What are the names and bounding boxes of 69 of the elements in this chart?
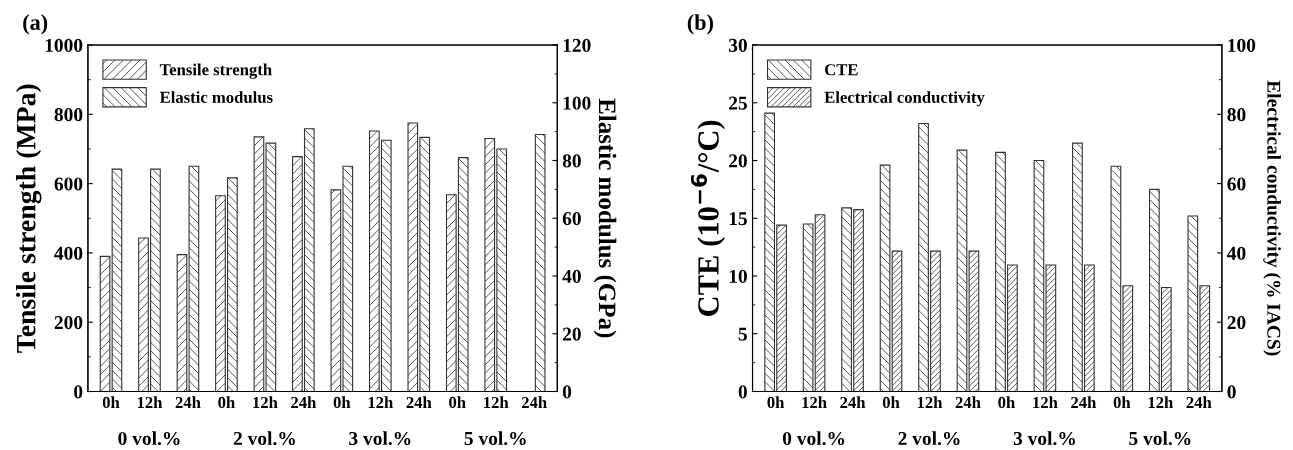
y-tick-label: 20 (729, 154, 747, 168)
y2-tick-label: 0 (1227, 385, 1236, 399)
y2-tick-label: 20 (1227, 316, 1246, 330)
y2-tick-label: 100 (563, 96, 591, 110)
x-tick-label: 12h (484, 396, 509, 408)
text: 5 vol.% (1129, 431, 1191, 446)
y-axis-title: Tensile strength (MPa) (15, 84, 42, 353)
x-tick-label: 0h (882, 396, 900, 409)
x-tick-label: 0h (333, 396, 351, 409)
y2-tick-label: 100 (1228, 38, 1256, 52)
y2-tick-label: 80 (1227, 108, 1246, 122)
y-tick-label: 1000 (45, 38, 83, 52)
text: 2 vol.% (233, 431, 295, 446)
y2-axis-title: Elastic modulus (GPa) (593, 98, 617, 338)
x-tick-label: 0h (1113, 396, 1131, 409)
y-tick-label: 400 (54, 246, 83, 260)
x-tick-label: 12h (917, 396, 943, 408)
y-tick-label: 0 (74, 385, 83, 399)
x-tick-label: 0h (998, 396, 1015, 409)
y-tick-label: 30 (728, 38, 747, 52)
x-tick-label: 12h (802, 396, 827, 408)
y2-tick-label: 40 (1227, 246, 1246, 260)
y-axis-title: CTE (10$^{−6}$/°C) (690, 120, 725, 316)
x-tick-label: 24h (955, 396, 981, 408)
text: 2 vol.% (898, 431, 960, 446)
x-tick-label: 24h (521, 396, 547, 408)
y2-tick-label: 120 (563, 38, 591, 52)
x-tick-label: 0h (218, 396, 235, 409)
y-tick-label: 600 (54, 177, 83, 191)
text: 0 vol.% (782, 431, 845, 446)
y-tick-label: 0 (738, 385, 747, 399)
x-tick-label: 24h (1186, 396, 1212, 408)
legend-label: CTE (825, 64, 858, 76)
y2-axis-title: Electrical conductivity (% IACS) (1263, 80, 1281, 356)
x-tick-label: 0h (449, 396, 466, 409)
y-tick-label: 200 (54, 316, 83, 330)
x-tick-label: 12h (1033, 396, 1058, 408)
y-tick-label: 25 (729, 96, 747, 110)
x-tick-label: 24h (406, 396, 432, 408)
y2-tick-label: 40 (562, 269, 581, 283)
x-tick-label: 24h (840, 396, 866, 408)
y2-tick-label: 60 (562, 212, 581, 226)
text: 0 vol.% (118, 431, 180, 446)
y2-tick-label: 80 (562, 154, 581, 168)
x-tick-label: 12h (253, 396, 278, 408)
y-tick-label: 800 (54, 108, 83, 122)
bar (534, 133, 546, 392)
y-tick-label: 5 (738, 327, 747, 341)
y2-tick-label: 0 (562, 385, 572, 399)
text: 5 vol.% (464, 431, 526, 446)
y2-tick-label: 20 (562, 327, 581, 341)
text: 3 vol.% (349, 431, 411, 446)
y-tick-label: 15 (729, 212, 747, 226)
x-tick-label: 12h (1148, 396, 1174, 408)
legend-label: Elastic modulus (159, 91, 273, 103)
x-tick-label: 0h (767, 396, 785, 409)
y-tick-label: 10 (729, 269, 747, 283)
x-tick-label: 12h (368, 396, 394, 408)
x-tick-label: 24h (291, 396, 317, 408)
y2-tick-label: 60 (1227, 177, 1246, 191)
x-tick-label: 24h (1071, 396, 1097, 408)
text: 3 vol.% (1013, 431, 1075, 446)
chart-title: (b) (687, 14, 713, 35)
x-tick-label: 24h (175, 396, 201, 408)
legend-label: Electrical conductivity (824, 91, 985, 107)
legend-label: Tensile strength (159, 63, 272, 79)
x-tick-label: 0h (102, 396, 120, 409)
x-tick-label: 12h (137, 396, 163, 408)
chart-title: (a) (23, 14, 48, 35)
